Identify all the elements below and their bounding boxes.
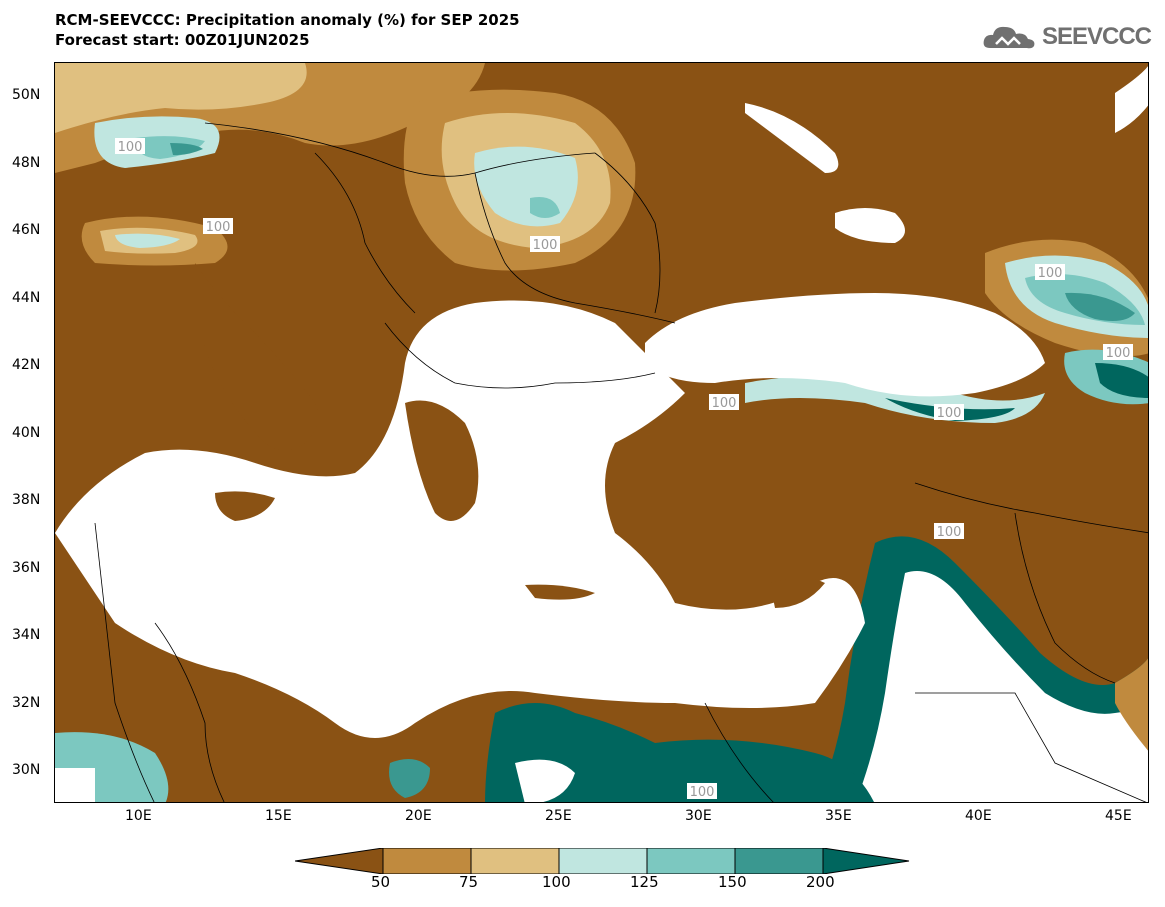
missing-data-southwest bbox=[55, 768, 95, 802]
missing-data-egypt bbox=[515, 759, 575, 802]
lat-label-42n: 42N bbox=[12, 357, 41, 373]
wet-dark-libya bbox=[389, 759, 430, 798]
seevccc-logo: SEEVCCC bbox=[982, 22, 1152, 52]
legend-label-50: 50 bbox=[371, 873, 391, 891]
contour-label-100-east: 100 bbox=[1106, 346, 1131, 361]
legend-swatch-150-200 bbox=[734, 848, 824, 874]
lat-label-36n: 36N bbox=[12, 560, 41, 576]
lat-label-40n: 40N bbox=[12, 425, 41, 441]
country-borders bbox=[94, 122, 1148, 802]
missing-data-desert bbox=[855, 571, 1148, 802]
lon-label-15e: 15E bbox=[265, 808, 292, 824]
river-northeast bbox=[1115, 66, 1148, 133]
lon-label-35e: 35E bbox=[825, 808, 852, 824]
black-sea bbox=[645, 293, 1045, 397]
crete bbox=[525, 584, 595, 600]
legend-swatch-75-100 bbox=[470, 848, 560, 874]
lon-label-40e: 40E bbox=[965, 808, 992, 824]
color-legend bbox=[295, 848, 910, 874]
lat-label-38n: 38N bbox=[12, 492, 41, 508]
lat-label-44n: 44N bbox=[12, 290, 41, 306]
lat-label-34n: 34N bbox=[12, 627, 41, 643]
lon-label-45e: 45E bbox=[1105, 808, 1132, 824]
contour-label-100-west: 100 bbox=[206, 220, 231, 235]
wet-darkest-egypt bbox=[485, 703, 874, 802]
italy-landmass bbox=[195, 263, 319, 451]
contour-label-100-carpathian: 100 bbox=[533, 238, 558, 253]
title-line-1: RCM-SEEVCCC: Precipitation anomaly (%) f… bbox=[55, 11, 520, 29]
lon-label-25e: 25E bbox=[545, 808, 572, 824]
greece-landmass bbox=[405, 400, 479, 521]
sardinia-corsica bbox=[90, 342, 115, 408]
sicily bbox=[215, 491, 275, 521]
contour-label-100-marmara: 100 bbox=[712, 396, 737, 411]
lon-label-30e: 30E bbox=[685, 808, 712, 824]
lat-label-30n: 30N bbox=[12, 762, 41, 778]
wet-dark-caucasus bbox=[1065, 292, 1135, 321]
legend-label-75: 75 bbox=[459, 873, 479, 891]
lat-label-32n: 32N bbox=[12, 695, 41, 711]
dnieper-reservoir bbox=[745, 103, 839, 173]
legend-label-200: 200 bbox=[806, 873, 835, 891]
legend-label-125: 125 bbox=[630, 873, 659, 891]
cloud-icon bbox=[983, 26, 1035, 49]
wet-light-west bbox=[115, 233, 180, 248]
logo-text: SEEVCCC bbox=[1041, 23, 1152, 50]
dry-mid-iraq bbox=[1115, 658, 1148, 751]
contour-label-100-turkey-coast: 100 bbox=[937, 406, 962, 421]
legend-swatch-100-125 bbox=[558, 848, 648, 874]
contour-labels: 100 100 100 100 100 100 100 100 100 bbox=[115, 138, 1133, 800]
contour-label-100-caucasus: 100 bbox=[1038, 266, 1063, 281]
lon-label-20e: 20E bbox=[405, 808, 432, 824]
precipitation-anomaly-map[interactable]: 100 100 100 100 100 100 100 100 100 bbox=[55, 63, 1149, 803]
lon-label-10e: 10E bbox=[125, 808, 152, 824]
contour-label-100-egypt: 100 bbox=[690, 785, 715, 800]
map-title: RCM-SEEVCCC: Precipitation anomaly (%) f… bbox=[55, 10, 520, 50]
wet-mid-alps bbox=[134, 136, 205, 159]
lat-label-46n: 46N bbox=[12, 222, 41, 238]
wet-mid-carpathian bbox=[530, 197, 560, 218]
legend-swatch-125-150 bbox=[646, 848, 736, 874]
title-line-2: Forecast start: 00Z01JUN2025 bbox=[55, 31, 310, 49]
wet-darkest-east bbox=[1095, 363, 1148, 398]
contour-label-100-syria: 100 bbox=[937, 525, 962, 540]
sea-of-azov-crimea bbox=[835, 208, 905, 243]
legend-label-150: 150 bbox=[718, 873, 747, 891]
wet-dark-alps bbox=[170, 143, 203, 156]
lat-label-48n: 48N bbox=[12, 155, 41, 171]
legend-swatch-above-200 bbox=[822, 848, 910, 874]
legend-swatch-50-75 bbox=[382, 848, 472, 874]
mediterranean-sea bbox=[55, 300, 865, 738]
legend-swatch-below-50 bbox=[295, 848, 384, 874]
contour-label-100-alps: 100 bbox=[118, 140, 143, 155]
legend-label-100: 100 bbox=[542, 873, 571, 891]
dry-light-alps bbox=[55, 63, 307, 133]
lat-label-50n: 50N bbox=[12, 87, 41, 103]
map-panel[interactable]: 100 100 100 100 100 100 100 100 100 bbox=[54, 62, 1149, 803]
cyprus bbox=[770, 578, 825, 608]
